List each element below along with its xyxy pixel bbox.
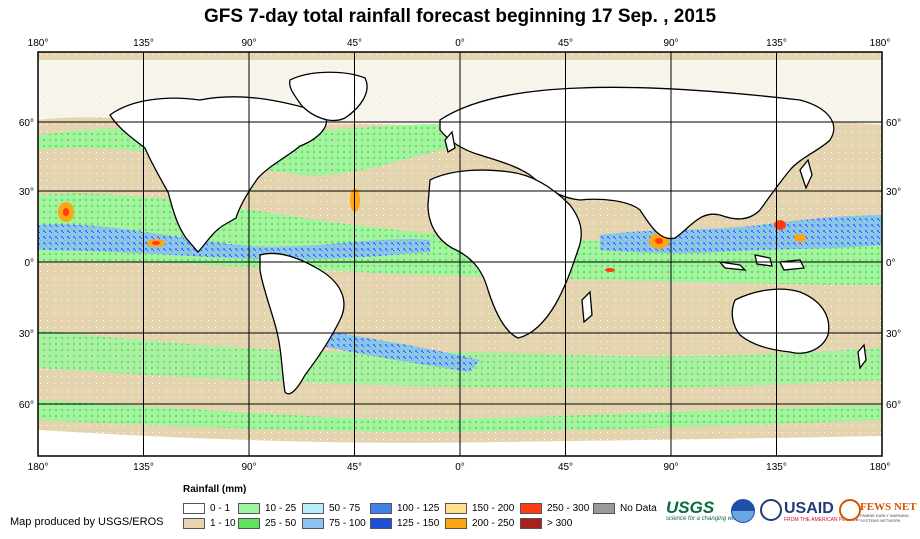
madagascar-island: [581, 290, 593, 324]
lon-label: 45°: [558, 38, 573, 49]
legend-item: 75 - 100: [302, 517, 366, 529]
japan-islands: [799, 158, 813, 190]
legend-label: > 300: [547, 517, 573, 529]
legend-item: 150 - 200: [445, 502, 514, 514]
map-credit: Map produced by USGS/EROS: [10, 516, 164, 528]
legend-label: 150 - 200: [472, 502, 515, 514]
lat-label: 30°: [19, 187, 34, 198]
north-america-landmass: [109, 96, 327, 253]
legend-swatch: [593, 502, 615, 514]
noaa-logo: [731, 499, 755, 523]
legend-swatch: [370, 517, 392, 529]
legend-swatch: [302, 517, 324, 529]
uk-islands: [444, 130, 456, 153]
lon-label: 45°: [347, 38, 362, 49]
lon-label: 180°: [28, 462, 49, 473]
legend-item: 0 - 1: [183, 502, 230, 514]
legend-label: 200 - 250: [472, 517, 515, 529]
legend-label: 50 - 75: [329, 502, 361, 514]
legend-label: 75 - 100: [329, 517, 366, 529]
rainfall-map: 180° 135° 90° 45° 0° 45° 90° 135° 180° 1…: [19, 38, 901, 473]
legend-swatch: [183, 502, 205, 514]
legend-item: 100 - 125: [370, 502, 439, 514]
lat-label: 0°: [886, 258, 896, 269]
lat-label: 30°: [886, 329, 901, 340]
legend-item: 200 - 250: [445, 517, 514, 529]
usgs-logo: USGS science for a changing world: [666, 498, 742, 522]
lon-label: 135°: [133, 38, 154, 49]
legend-swatch: [520, 517, 542, 529]
lon-labels-bottom: 180° 135° 90° 45° 0° 45° 90° 135° 180°: [28, 462, 891, 473]
continents: [109, 71, 867, 395]
lon-label: 180°: [870, 462, 891, 473]
new-zealand-islands: [857, 343, 867, 370]
graticule: [38, 52, 882, 456]
legend-swatch: [238, 502, 260, 514]
greenland-landmass: [289, 71, 368, 122]
africa-landmass: [427, 169, 582, 339]
lat-label: 30°: [886, 187, 901, 198]
lon-label: 90°: [663, 462, 678, 473]
usaid-seal-icon: [760, 499, 782, 521]
lat-label: 0°: [24, 258, 34, 269]
legend-label: 250 - 300: [547, 502, 590, 514]
legend-label: 0 - 1: [210, 502, 231, 514]
lon-label: 45°: [558, 462, 573, 473]
legend-label: 125 - 150: [397, 517, 440, 529]
legend-label: No Data: [620, 502, 657, 514]
lon-label: 135°: [766, 462, 787, 473]
legend-title: Rainfall (mm): [183, 484, 247, 495]
legend-label: 1 - 10: [210, 517, 236, 529]
fews-globe-icon: [839, 499, 861, 521]
usgs-logo-text: USGS: [666, 498, 715, 517]
lon-label: 90°: [663, 38, 678, 49]
fews-tagline: FAMINE EARLY WARNING SYSTEMS NETWORK: [860, 513, 910, 523]
map-frame: [37, 51, 883, 457]
lat-label: 60°: [19, 400, 34, 411]
lon-label: 180°: [28, 38, 49, 49]
legend-swatch: [520, 502, 542, 514]
usgs-tagline: science for a changing world: [666, 516, 743, 522]
lon-label: 90°: [241, 462, 256, 473]
lat-labels-right: 60° 30° 0° 30° 60°: [886, 118, 901, 411]
fews-net-logo: FEWS NET FAMINE EARLY WARNING SYSTEMS NE…: [860, 501, 920, 523]
usaid-logo-text: USAID: [784, 500, 834, 517]
lat-label: 60°: [19, 118, 34, 129]
legend-label: 100 - 125: [397, 502, 440, 514]
lon-label: 135°: [766, 38, 787, 49]
usaid-tagline: FROM THE AMERICAN PEOPLE: [784, 517, 859, 523]
lat-label: 60°: [886, 118, 901, 129]
lon-label: 90°: [241, 38, 256, 49]
lon-label: 0°: [455, 38, 465, 49]
legend-item: 250 - 300: [520, 502, 589, 514]
legend-swatch: [238, 517, 260, 529]
legend-label: 25 - 50: [265, 517, 297, 529]
lat-label: 60°: [886, 400, 901, 411]
lat-label: 30°: [19, 329, 34, 340]
legend-item: > 300: [520, 517, 572, 529]
legend-swatch: [445, 502, 467, 514]
legend-item: 50 - 75: [302, 502, 360, 514]
lat-labels-left: 60° 30° 0° 30° 60°: [19, 118, 34, 411]
lon-label: 180°: [870, 38, 891, 49]
legend-item: 10 - 25: [238, 502, 296, 514]
eurasia-landmass: [439, 86, 835, 240]
legend-item: 1 - 10: [183, 517, 236, 529]
usaid-logo: USAID FROM THE AMERICAN PEOPLE: [784, 500, 859, 523]
legend-label: 10 - 25: [265, 502, 297, 514]
legend-swatch: [370, 502, 392, 514]
legend-swatch: [302, 502, 324, 514]
lon-labels-top: 180° 135° 90° 45° 0° 45° 90° 135° 180°: [28, 38, 891, 49]
map-title: GFS 7-day total rainfall forecast beginn…: [203, 6, 717, 27]
fews-logo-text: FEWS NET: [860, 501, 917, 513]
lon-label: 0°: [455, 462, 465, 473]
legend-item: 125 - 150: [370, 517, 439, 529]
lon-label: 45°: [347, 462, 362, 473]
south-america-landmass: [259, 252, 345, 395]
legend-item: 25 - 50: [238, 517, 296, 529]
legend-swatch: [183, 517, 205, 529]
legend-item: No Data: [593, 502, 657, 514]
legend-swatch: [445, 517, 467, 529]
lon-label: 135°: [133, 462, 154, 473]
